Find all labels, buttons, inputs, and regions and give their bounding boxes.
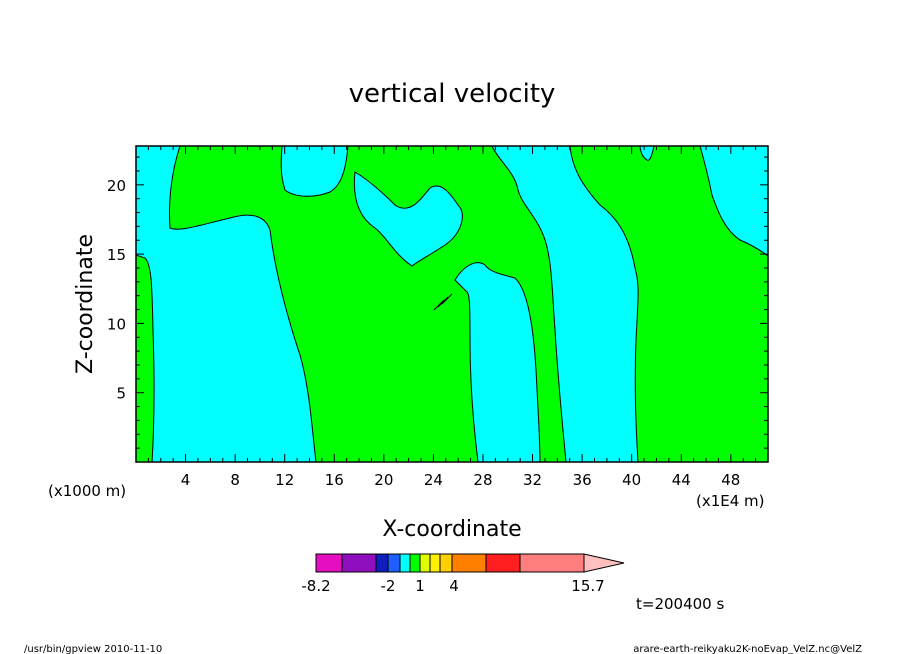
colorbar-cell [409,553,421,573]
footer-right: arare-earth-reikyaku2K-noEvap_VelZ.nc@Ve… [633,644,862,654]
x-tick-label: 44 [672,471,691,489]
x-tick-label: 36 [573,471,592,489]
colorbar-cell [399,553,411,573]
y-axis: 5 10 15 20 [107,156,768,449]
colorbar-cell [439,553,453,573]
x-axis-label: X-coordinate [382,517,521,542]
x-tick-label: 20 [374,471,393,489]
colorbar-cell [375,553,389,573]
y-tick-label: 20 [107,177,126,195]
negative-region [353,171,463,267]
colorbar-label: 4 [449,577,459,595]
y-tick-label: 15 [107,246,126,264]
colorbar-label: 1 [415,577,425,595]
y-axis-label: Z-coordinate [73,234,98,374]
colorbar: -8.2 -2 1 4 15.7 [301,553,625,595]
colorbar-cell [519,553,585,573]
x-unit-right: (x1E4 m) [696,492,765,510]
plot-frame [135,145,769,463]
negative-region [699,145,769,257]
colorbar-cell [485,553,521,573]
x-tick-label: 40 [622,471,641,489]
negative-region [135,145,317,463]
x-tick-label: 4 [181,471,191,489]
x-tick-label: 24 [424,471,443,489]
x-unit-left: (x1000 m) [48,482,126,500]
negative-region [280,145,349,197]
colorbar-cell [387,553,401,573]
colorbar-cell [419,553,431,573]
x-tick-label: 28 [473,471,492,489]
x-tick-label: 8 [230,471,240,489]
colorbar-arrow [583,553,625,573]
x-tick-label: 48 [721,471,740,489]
negative-region [454,262,541,463]
footer-left: /usr/bin/gpview 2010-11-10 [24,644,162,654]
colorbar-label: -8.2 [301,577,330,595]
x-tick-label: 32 [523,471,542,489]
colorbar-label: -2 [381,577,396,595]
negative-region [639,145,655,161]
chart-title: vertical velocity [349,79,556,109]
time-label: t=200400 s [636,595,724,613]
contour-hatch [433,293,453,311]
colorbar-cell [341,553,377,573]
colorbar-cell [451,553,487,573]
y-tick-label: 5 [116,385,126,403]
colorbar-cell [315,553,343,573]
x-tick-label: 12 [275,471,294,489]
y-tick-label: 10 [107,315,126,333]
x-tick-label: 16 [325,471,344,489]
colorbar-cell [429,553,441,573]
colorbar-label: 15.7 [571,577,604,595]
x-axis: 4 8 12 16 20 24 28 32 36 40 44 48 [147,146,757,489]
